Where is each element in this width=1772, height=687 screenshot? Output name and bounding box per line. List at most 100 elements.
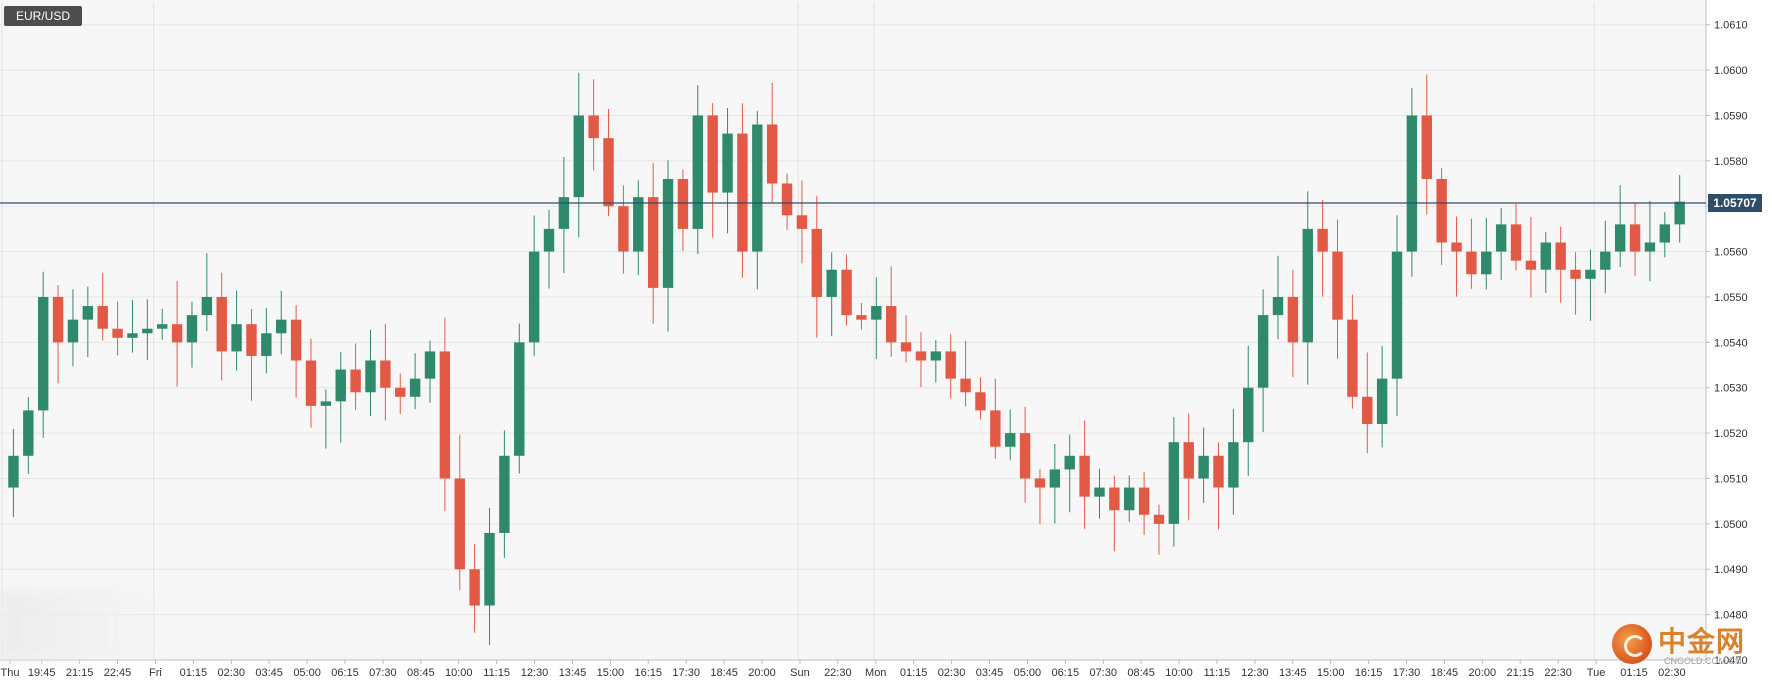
candle (171, 281, 183, 387)
candle-body (737, 133, 748, 252)
candle (945, 333, 956, 399)
candle-body (365, 360, 376, 393)
candle (469, 544, 480, 633)
candle-body (1525, 260, 1537, 270)
candle-body (826, 269, 837, 297)
brand-name: 中金网 (1658, 625, 1746, 658)
candle (1213, 442, 1224, 530)
candle (1406, 88, 1418, 277)
y-tick-label: 1.0470 (1714, 655, 1748, 667)
x-tick-label: Thu (1, 667, 20, 679)
candle-body (811, 228, 823, 297)
candle-body (454, 478, 465, 570)
candle-body (722, 133, 733, 193)
candle-body (900, 342, 912, 352)
candle-body (67, 319, 79, 343)
candle (1510, 203, 1522, 271)
candle (1481, 217, 1492, 290)
candle-body (1198, 455, 1209, 479)
y-tick-label: 1.0490 (1714, 564, 1748, 576)
x-tick-label: 02:30 (1658, 667, 1686, 679)
candle (186, 301, 198, 368)
candle (811, 195, 823, 338)
candle (1555, 226, 1566, 303)
candle-body (1585, 269, 1596, 279)
x-tick-label: 02:30 (217, 667, 245, 679)
y-tick-label: 1.0500 (1714, 519, 1748, 531)
candle (647, 163, 659, 324)
y-tick-label: 1.0530 (1714, 383, 1748, 395)
x-tick-label: 06:15 (331, 667, 359, 679)
candle (246, 308, 257, 401)
candle (52, 285, 64, 384)
candle (1600, 220, 1611, 294)
candle-body (1213, 455, 1224, 488)
candle-body (186, 315, 198, 343)
candle (856, 303, 867, 330)
candle (1376, 345, 1388, 448)
candle-body (1005, 433, 1016, 447)
candle-body (1109, 487, 1120, 511)
candle-body (1094, 487, 1105, 497)
y-tick-label: 1.0590 (1714, 110, 1748, 122)
candle-body (1302, 228, 1313, 343)
x-tick-label: 11:15 (1204, 667, 1231, 679)
candle (603, 108, 614, 217)
candle (930, 340, 942, 383)
y-tick-label: 1.0610 (1714, 20, 1748, 32)
candle-body (1495, 224, 1507, 252)
x-tick-label: 05:00 (1014, 667, 1042, 679)
candle (1079, 420, 1090, 529)
x-tick-label: 12:30 (1241, 667, 1269, 679)
candle (1436, 168, 1447, 265)
y-tick-label: 1.0600 (1714, 65, 1748, 77)
candle-body (1391, 251, 1403, 379)
candle (871, 277, 882, 359)
candle-body (380, 360, 391, 388)
candle-body (1614, 224, 1626, 252)
x-tick-label: 01:15 (180, 667, 208, 679)
candle-body (112, 328, 123, 338)
candle-body (350, 369, 361, 393)
x-tick-label: 15:00 (1317, 667, 1345, 679)
candle-body (320, 401, 332, 406)
candle (350, 343, 361, 410)
candle-body (171, 324, 183, 343)
candle (380, 323, 391, 421)
candle-body (37, 296, 49, 411)
x-tick-label: 13:45 (1279, 667, 1307, 679)
candle (1302, 191, 1313, 385)
candle (528, 215, 540, 357)
candle-body (752, 124, 763, 252)
candle-body (707, 115, 718, 193)
y-tick-label: 1.0540 (1714, 337, 1748, 349)
candle-body (1168, 442, 1180, 524)
candle-body (261, 333, 272, 356)
candle (662, 160, 674, 332)
candle-body (499, 455, 510, 533)
candle-body (1019, 433, 1031, 479)
candle-body (1124, 487, 1135, 511)
candle (261, 308, 272, 374)
candle (1138, 471, 1150, 535)
candle-body (1406, 115, 1418, 252)
x-tick-label: 10:00 (1165, 667, 1193, 679)
candle (737, 103, 748, 278)
candle (1362, 352, 1373, 454)
y-tick-label: 1.0480 (1714, 610, 1748, 622)
candle (1109, 475, 1120, 552)
candle-body (1317, 228, 1328, 252)
candle-body (647, 197, 659, 288)
candle (618, 185, 629, 274)
candle-body (409, 378, 421, 397)
candle (1287, 269, 1299, 377)
brand-watermark: 中金网 CNGOLD.COM.CN (1612, 614, 1762, 676)
x-tick-label: 21:15 (1506, 667, 1534, 679)
candle-body (514, 342, 525, 456)
candle (112, 301, 123, 356)
candle (588, 79, 599, 171)
candle (1391, 215, 1403, 417)
candle (752, 110, 763, 290)
